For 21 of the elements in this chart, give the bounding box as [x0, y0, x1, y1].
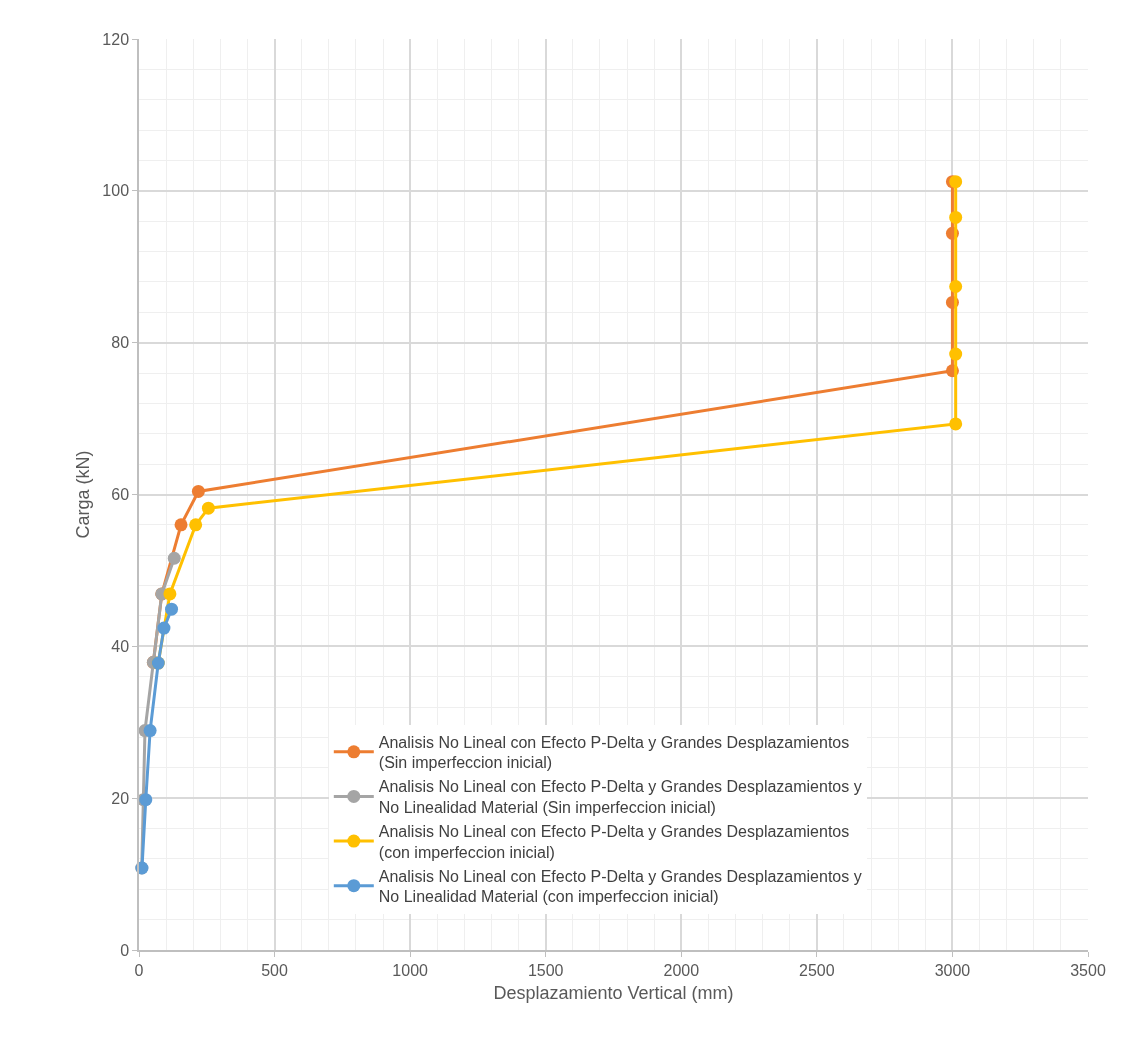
y-tick-label: 0 [120, 941, 130, 959]
legend-label: Analisis No Lineal con Efecto P-Delta y Grandes Desplazamientos (con imperfeccion inicial) [378, 822, 850, 861]
x-tick-label: 1500 [527, 961, 564, 979]
legend-label: Analisis No Lineal con Efecto P-Delta y Grandes Desplazamientos y No Linealidad Material (con imperfeccion inicial) [378, 867, 862, 906]
y-tick-label: 100 [102, 182, 130, 200]
y-tick-label: 120 [102, 30, 130, 48]
y-tick-label: 60 [111, 486, 130, 504]
x-tick-label: 500 [261, 961, 289, 979]
legend-label: Analisis No Lineal con Efecto P-Delta y Grandes Desplazamientos y No Linealidad Material (Sin imperfeccion inicial) [378, 778, 862, 817]
x-tick-label: 3500 [1070, 961, 1106, 979]
x-tick-label: 0 [134, 961, 144, 979]
y-axis-title: Carga (kN) [73, 450, 94, 539]
y-tick-label: 40 [111, 637, 130, 655]
y-tick-label: 80 [111, 334, 130, 352]
y-tick-label: 20 [111, 789, 130, 807]
x-tick-label: 2000 [663, 961, 700, 979]
x-tick-label: 1000 [392, 961, 429, 979]
x-tick-label: 2500 [799, 961, 835, 979]
x-tick-label: 3000 [934, 961, 971, 979]
x-axis-title: Desplazamiento Vertical (mm) [493, 982, 734, 1003]
legend-label: Analisis No Lineal con Efecto P-Delta y Grandes Desplazamientos (Sin imperfeccion inicial) [378, 733, 850, 772]
